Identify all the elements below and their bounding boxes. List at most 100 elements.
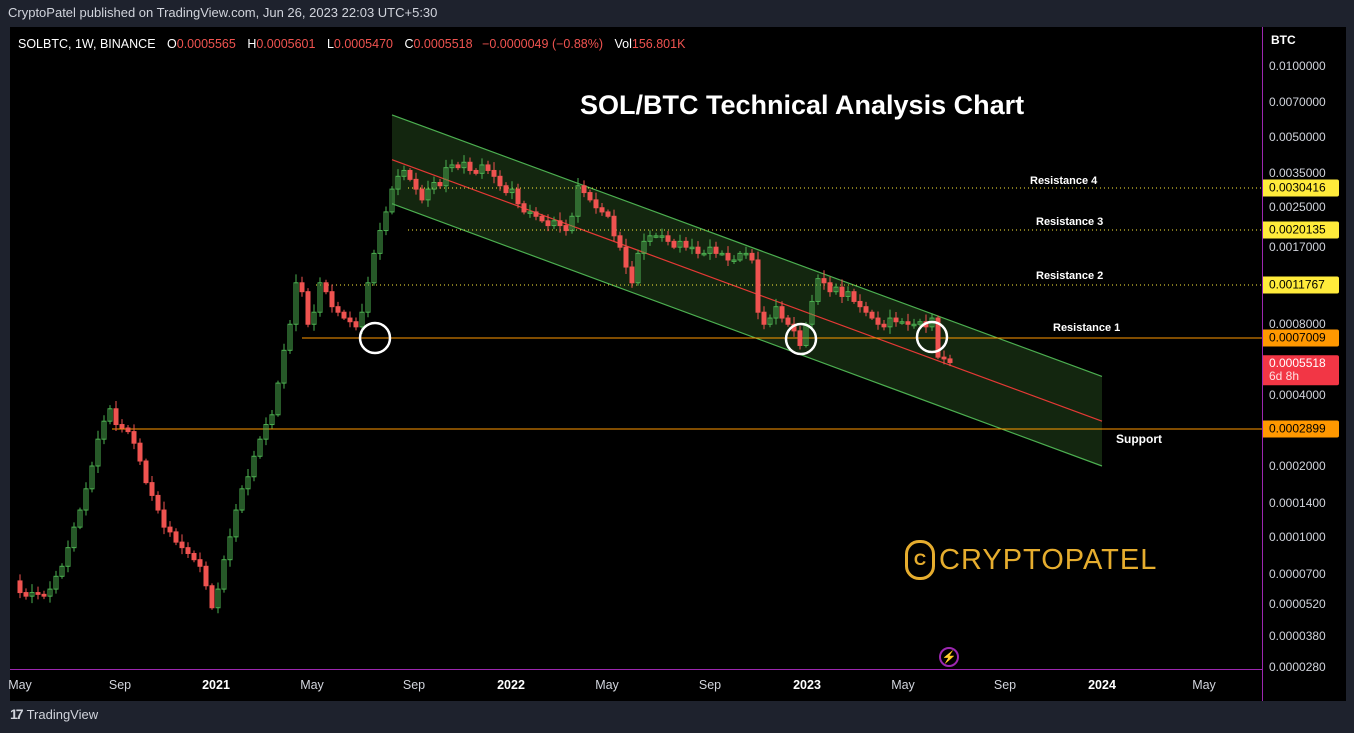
candle-up: [509, 188, 515, 194]
last-price-badge: 0.0005518 6d 8h: [1263, 355, 1339, 386]
channel-mid-line: [391, 159, 1103, 422]
candle-up: [89, 465, 95, 490]
candle-up: [395, 175, 401, 190]
candle-down: [119, 424, 125, 429]
candle-up: [83, 488, 89, 511]
symbol-info: SOLBTC, 1W, BINANCE: [18, 37, 156, 51]
candle-up: [443, 167, 449, 187]
candle-up: [425, 188, 431, 201]
candle-down: [593, 199, 599, 209]
currency-label: BTC: [1271, 33, 1296, 47]
candle-down: [785, 317, 791, 325]
candle-down: [623, 246, 629, 268]
candle-down: [749, 252, 755, 261]
candle-down: [629, 266, 635, 284]
price-tick: 0.0000280: [1269, 660, 1326, 674]
candle-down: [881, 323, 887, 328]
candle-up: [551, 220, 557, 227]
candle-down: [683, 240, 689, 248]
candle-up: [845, 291, 851, 297]
time-tick: May: [891, 678, 915, 692]
chart-title: SOL/BTC Technical Analysis Chart: [580, 90, 1025, 120]
candle-up: [239, 488, 245, 511]
price-tick: 0.0035000: [1269, 166, 1326, 180]
candle-down: [419, 188, 425, 201]
candle-down: [131, 431, 137, 444]
candle-up: [359, 311, 365, 328]
high-value: 0.0005601: [256, 37, 316, 51]
candle-down: [617, 235, 623, 248]
price-tick: 0.0008000: [1269, 317, 1326, 331]
candle-up: [401, 169, 407, 177]
price-tick: 0.0017000: [1269, 240, 1326, 254]
candle-up: [887, 317, 893, 328]
candle-up: [257, 438, 263, 457]
candle-up: [95, 438, 101, 467]
candle-down: [839, 286, 845, 297]
candle-up: [659, 235, 665, 238]
time-tick: Sep: [698, 678, 722, 692]
candle-down: [797, 330, 803, 346]
candle-up: [227, 536, 233, 561]
time-tick: 2024: [1088, 678, 1116, 692]
candle-up: [287, 323, 293, 351]
candle-up: [275, 382, 281, 416]
candle-down: [113, 408, 119, 426]
candle-down: [23, 592, 29, 597]
candle-up: [107, 408, 113, 422]
resistance-4-price-badge: 0.0030416: [1263, 179, 1339, 197]
candle-down: [713, 246, 719, 254]
time-tick: May: [1192, 678, 1216, 692]
candlestick-plot[interactable]: [10, 27, 1262, 669]
published-info: CryptoPatel published on TradingView.com…: [8, 5, 438, 20]
candle-up: [383, 211, 389, 232]
candle-down: [599, 207, 605, 213]
candle-down: [827, 282, 833, 293]
candle-up: [569, 215, 575, 232]
candle-up: [281, 349, 287, 384]
candle-up: [371, 252, 377, 284]
candle-down: [857, 300, 863, 308]
candle-down: [305, 291, 311, 325]
candle-up: [215, 588, 221, 609]
candle-up: [479, 164, 485, 174]
price-tick: 0.0001400: [1269, 496, 1326, 510]
candle-down: [437, 182, 443, 187]
candle-down: [149, 482, 155, 496]
open-label: O: [167, 37, 177, 51]
channel-lower-line: [391, 203, 1103, 467]
candle-up: [431, 182, 437, 190]
symbol-legend: SOLBTC, 1W, BINANCE O0.0005565 H0.000560…: [18, 37, 685, 51]
price-axis[interactable]: BTC 0.0100000 0.0070000 0.0050000 0.0035…: [1262, 27, 1346, 701]
candle-up: [377, 230, 383, 254]
resistance-1-label: Resistance 1: [1053, 322, 1121, 334]
candle-up: [917, 321, 923, 325]
candle-down: [167, 526, 173, 533]
tradingview-brand: TradingView: [26, 706, 99, 722]
candle-down: [473, 169, 479, 174]
candle-up: [719, 252, 725, 256]
candle-down: [299, 282, 305, 293]
candle-down: [563, 225, 569, 232]
candle-down: [335, 306, 341, 313]
candle-up: [65, 547, 71, 567]
candle-down: [725, 252, 731, 261]
candle-down: [521, 203, 527, 213]
low-value: 0.0005470: [333, 37, 393, 51]
cryptopatel-text: CRYPTOPATEL: [939, 543, 1158, 576]
candle-up: [461, 161, 467, 169]
candle-up: [689, 246, 695, 250]
candle-down: [497, 175, 503, 187]
candle-down: [329, 291, 335, 308]
candle-down: [503, 185, 509, 194]
candle-up: [833, 286, 839, 293]
candle-down: [491, 169, 497, 177]
time-axis[interactable]: May Sep 2021 May Sep 2022 May Sep 2023 May Sep 2024…: [8, 669, 1262, 701]
price-tick: 0.0000700: [1269, 567, 1326, 581]
lightning-icon[interactable]: ⚡: [939, 647, 959, 667]
candle-up: [221, 559, 227, 590]
candle-up: [251, 455, 257, 478]
candle-up: [653, 235, 659, 238]
time-tick: 2023: [793, 678, 821, 692]
resistance-3-price-badge: 0.0020135: [1263, 221, 1339, 239]
